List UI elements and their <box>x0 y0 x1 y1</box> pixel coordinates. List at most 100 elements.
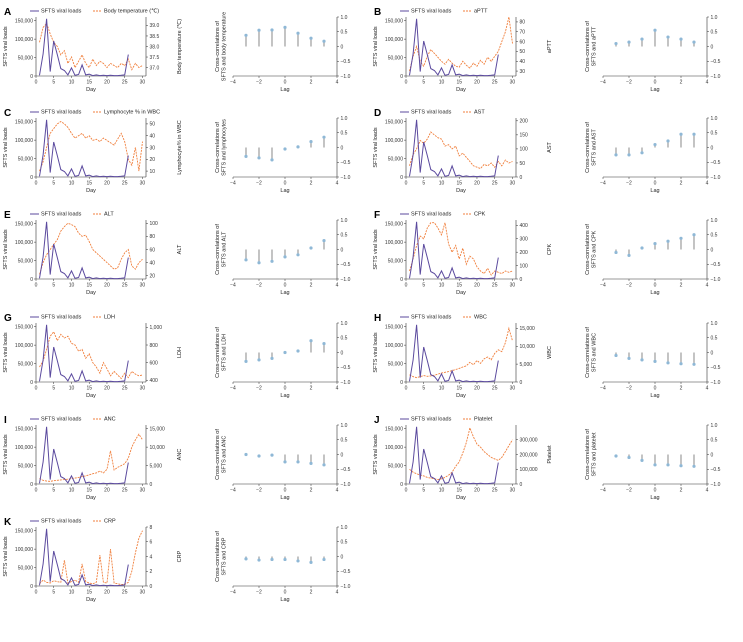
ccf-point <box>283 25 287 29</box>
ccf-point <box>627 356 631 360</box>
x-axis-label: Day <box>86 393 96 399</box>
ccf-x-tick-label: 2 <box>680 283 683 289</box>
x-tick-label: 0 <box>35 181 38 187</box>
ccf-y-tick-label: 0.5 <box>341 233 348 239</box>
ccf-x-tick-label: −2 <box>626 80 632 86</box>
ccf-point <box>244 557 248 561</box>
right-y-axis-label: Lymphocyte% in WBC <box>177 120 183 175</box>
ccf-x-tick-label: −2 <box>256 283 262 289</box>
ccf-point <box>614 250 618 255</box>
ccf-point <box>257 261 261 265</box>
ccf-x-tick-label: −2 <box>256 386 262 392</box>
left-y-axis-label: SFTS viral loads <box>373 332 379 373</box>
ccf-y-tick-label: 0 <box>341 145 344 151</box>
panel-letter: H <box>374 313 381 324</box>
ccf-point <box>244 359 248 363</box>
ccf-y-tick-label: 0.5 <box>341 438 348 444</box>
left-y-tick-label: 0 <box>400 175 403 181</box>
right-y-tick-label: 60 <box>520 39 526 45</box>
ccf-point <box>679 236 683 240</box>
right-y-axis-label: Platelet <box>547 445 553 464</box>
ccf-y-tick-label: 1.0 <box>341 525 348 531</box>
ccf-x-tick-label: −4 <box>230 80 236 86</box>
left-y-axis-label: SFTS viral loads <box>3 536 9 577</box>
x-tick-label: 30 <box>140 80 146 86</box>
ccf-y-tick-label: −0.5 <box>341 569 351 575</box>
ccf-y-tick-label: −1.0 <box>341 74 351 80</box>
ccf-x-axis-label: Lag <box>650 393 659 399</box>
ccf-point <box>627 253 631 257</box>
x-tick-label: 20 <box>104 283 110 289</box>
ccf-point <box>270 158 274 162</box>
x-tick-label: 15 <box>86 283 92 289</box>
ccf-x-tick-label: −2 <box>626 386 632 392</box>
x-tick-label: 30 <box>510 80 516 86</box>
series-line-viral-loads <box>39 426 129 485</box>
ccf-x-tick-label: −2 <box>256 80 262 86</box>
panel-letter: J <box>374 415 380 426</box>
left-y-tick-label: 100,000 <box>15 547 33 553</box>
ccf-y-tick-label: 1.0 <box>711 218 718 224</box>
panel-C-ccf: −4 −2 0 2 4 Lag −1.0 −0.5 0 0.5 1.0 Cross-correlati… <box>215 116 351 194</box>
panel-F: F 0 5 10 15 20 25 30 Day 0 50,000 100,000 150,000 SFT… <box>373 210 553 296</box>
x-tick-label: 20 <box>104 181 110 187</box>
ccf-y-tick-label: −1.0 <box>341 584 351 590</box>
ccf-point <box>666 35 670 39</box>
ccf-point <box>666 361 670 365</box>
left-y-tick-label: 50,000 <box>18 55 34 61</box>
ccf-x-tick-label: −4 <box>230 283 236 289</box>
ccf-x-tick-label: 2 <box>680 386 683 392</box>
right-y-tick-label: 400 <box>520 223 529 229</box>
ccf-x-axis-label: Lag <box>280 188 289 194</box>
ccf-x-tick-label: 0 <box>284 590 287 596</box>
ccf-point <box>309 140 313 144</box>
right-y-tick-label: 38.5 <box>150 34 160 40</box>
ccf-point <box>309 36 313 40</box>
x-tick-label: 25 <box>122 488 128 494</box>
legend-label-clinical: AST <box>474 110 485 116</box>
panel-letter: D <box>374 108 381 119</box>
legend-label-clinical: Body temperature (℃) <box>104 9 159 15</box>
panel-letter: I <box>4 415 7 426</box>
ccf-y-tick-label: 0 <box>711 44 714 50</box>
legend-label-viral: SFTS viral loads <box>411 417 452 423</box>
ccf-y-tick-label: 0 <box>711 247 714 253</box>
series-line-clinical <box>39 330 143 380</box>
ccf-y-tick-label: −0.5 <box>711 160 721 166</box>
series-line-viral-loads <box>409 426 499 485</box>
left-y-tick-label: 150,000 <box>385 119 403 125</box>
right-y-tick-label: 30 <box>520 69 526 75</box>
x-tick-label: 15 <box>86 181 92 187</box>
ccf-point <box>692 362 696 366</box>
ccf-point <box>679 362 683 366</box>
x-tick-label: 30 <box>510 283 516 289</box>
panel-A-ccf: −4 −2 0 2 4 Lag −1.0 −0.5 0 0.5 1.0 Cross-correlati… <box>215 12 351 93</box>
right-y-axis-label: CPK <box>547 244 553 256</box>
ccf-y-tick-label: 1.0 <box>341 218 348 224</box>
ccf-point <box>679 132 683 136</box>
x-tick-label: 30 <box>140 386 146 392</box>
x-tick-label: 20 <box>474 488 480 494</box>
ccf-x-tick-label: 2 <box>310 283 313 289</box>
ccf-y-label-line2: SFTS and aPTT <box>592 26 598 66</box>
ccf-y-tick-label: −0.5 <box>711 365 721 371</box>
series-line-clinical <box>409 222 513 276</box>
ccf-point <box>244 154 248 158</box>
ccf-point <box>322 342 326 346</box>
legend-label-clinical: aPTT <box>474 9 488 15</box>
legend-label-clinical: ALT <box>104 212 114 218</box>
x-tick-label: 25 <box>492 283 498 289</box>
x-tick-label: 10 <box>69 283 75 289</box>
left-y-tick-label: 150,000 <box>15 119 33 125</box>
ccf-y-tick-label: 1.0 <box>711 423 718 429</box>
right-y-tick-label: 100,000 <box>520 467 538 473</box>
ccf-x-tick-label: 4 <box>706 181 709 187</box>
ccf-point <box>283 350 287 355</box>
ccf-point <box>244 452 248 457</box>
left-y-tick-label: 100,000 <box>15 445 33 451</box>
x-tick-label: 10 <box>439 283 445 289</box>
left-y-tick-label: 50,000 <box>388 55 404 61</box>
left-y-tick-label: 150,000 <box>385 324 403 330</box>
series-line-viral-loads <box>409 221 499 280</box>
ccf-point <box>283 460 287 464</box>
